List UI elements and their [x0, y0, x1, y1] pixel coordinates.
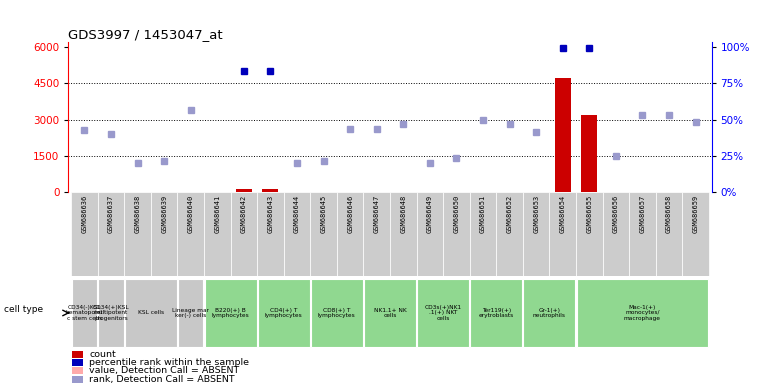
Text: GSM686656: GSM686656 [613, 195, 619, 233]
Bar [555, 78, 571, 192]
Bar [470, 279, 522, 347]
Text: percentile rank within the sample: percentile rank within the sample [89, 358, 249, 367]
Text: GSM686643: GSM686643 [267, 195, 273, 233]
Text: CD8(+) T
lymphocytes: CD8(+) T lymphocytes [318, 308, 355, 318]
Text: GSM686639: GSM686639 [161, 195, 167, 233]
Text: NK1.1+ NK
cells: NK1.1+ NK cells [374, 308, 406, 318]
Bar [72, 351, 83, 358]
Text: GSM686654: GSM686654 [560, 195, 565, 233]
Bar [603, 192, 629, 276]
Text: CD34(+)KSL
multipotent
progenitors: CD34(+)KSL multipotent progenitors [93, 305, 129, 321]
Bar [205, 279, 256, 347]
Text: GSM686653: GSM686653 [533, 195, 539, 233]
Bar [124, 192, 151, 276]
Text: cell type: cell type [4, 305, 43, 314]
Bar [178, 279, 203, 347]
Text: rank, Detection Call = ABSENT: rank, Detection Call = ABSENT [89, 375, 234, 384]
Bar [125, 279, 177, 347]
Text: CD4(+) T
lymphocytes: CD4(+) T lymphocytes [265, 308, 303, 318]
Bar [71, 192, 97, 276]
Text: Lineage mar
ker(-) cells: Lineage mar ker(-) cells [172, 308, 209, 318]
Bar [72, 279, 97, 347]
Text: value, Detection Call = ABSENT: value, Detection Call = ABSENT [89, 366, 239, 376]
Text: GSM686651: GSM686651 [480, 195, 486, 233]
Text: GDS3997 / 1453047_at: GDS3997 / 1453047_at [68, 28, 223, 41]
Text: GSM686637: GSM686637 [108, 195, 114, 233]
Bar [204, 192, 231, 276]
Bar [576, 192, 603, 276]
Bar [417, 279, 470, 347]
Bar [390, 192, 416, 276]
Bar [549, 192, 576, 276]
Text: GSM686642: GSM686642 [241, 195, 247, 233]
Bar [416, 192, 443, 276]
Bar [337, 192, 364, 276]
Text: GSM686648: GSM686648 [400, 195, 406, 233]
Bar [72, 359, 83, 366]
Bar [263, 189, 279, 192]
Text: GSM686655: GSM686655 [586, 195, 592, 233]
Text: GSM686650: GSM686650 [454, 195, 460, 233]
Bar [364, 279, 416, 347]
Text: GSM686647: GSM686647 [374, 195, 380, 233]
Bar [683, 192, 709, 276]
Bar [97, 192, 124, 276]
Text: GSM686641: GSM686641 [215, 195, 220, 233]
Text: CD34(-)KSL
hematopoiet
c stem cells: CD34(-)KSL hematopoiet c stem cells [65, 305, 103, 321]
Bar [523, 192, 549, 276]
Text: Ter119(+)
erytroblasts: Ter119(+) erytroblasts [479, 308, 514, 318]
Text: GSM686652: GSM686652 [507, 195, 513, 233]
Bar [257, 192, 284, 276]
Bar [629, 192, 656, 276]
Text: GSM686657: GSM686657 [639, 195, 645, 233]
Bar [151, 192, 177, 276]
Text: GSM686659: GSM686659 [693, 195, 699, 233]
Text: GSM686638: GSM686638 [135, 195, 141, 233]
Text: Mac-1(+)
monocytes/
macrophage: Mac-1(+) monocytes/ macrophage [624, 305, 661, 321]
Bar [231, 192, 257, 276]
Bar [258, 279, 310, 347]
Bar [177, 192, 204, 276]
Bar [310, 192, 337, 276]
Bar [524, 279, 575, 347]
Text: GSM686644: GSM686644 [294, 195, 300, 233]
Bar [72, 367, 83, 374]
Bar [98, 279, 124, 347]
Bar [577, 279, 708, 347]
Bar [310, 279, 363, 347]
Text: GSM686636: GSM686636 [81, 195, 88, 233]
Text: count: count [89, 350, 116, 359]
Text: GSM686646: GSM686646 [347, 195, 353, 233]
Bar [470, 192, 496, 276]
Text: GSM686645: GSM686645 [320, 195, 326, 233]
Bar [72, 376, 83, 383]
Bar [364, 192, 390, 276]
Text: Gr-1(+)
neutrophils: Gr-1(+) neutrophils [533, 308, 566, 318]
Text: GSM686658: GSM686658 [666, 195, 672, 233]
Bar [443, 192, 470, 276]
Text: GSM686649: GSM686649 [427, 195, 433, 233]
Text: GSM686640: GSM686640 [188, 195, 194, 233]
Bar [284, 192, 310, 276]
Bar [581, 115, 597, 192]
Bar [656, 192, 683, 276]
Bar [236, 189, 252, 192]
Text: B220(+) B
lymphocytes: B220(+) B lymphocytes [212, 308, 250, 318]
Bar [496, 192, 523, 276]
Text: CD3s(+)NK1
.1(+) NKT
cells: CD3s(+)NK1 .1(+) NKT cells [425, 305, 462, 321]
Text: KSL cells: KSL cells [138, 310, 164, 316]
